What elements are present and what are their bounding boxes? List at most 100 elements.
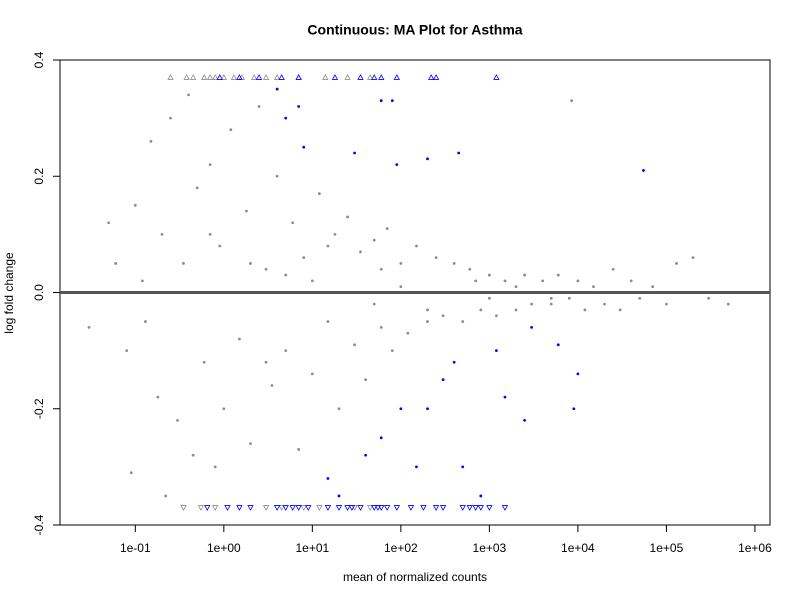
capped-point [427,74,435,80]
point [549,302,553,306]
point [618,308,622,312]
point [379,436,383,440]
capped-point [420,505,427,511]
capped-point [167,74,174,80]
point [494,314,498,318]
x-tick-label: 1e+03 [473,541,507,555]
point [245,209,248,213]
point [556,343,560,347]
point [333,232,337,236]
point [284,273,288,277]
point [514,308,518,312]
point [249,262,252,265]
point [426,157,429,161]
point [452,262,456,265]
capped-point [344,74,351,80]
point [399,285,403,289]
point [592,285,595,289]
x-tick-label: 1e+06 [738,541,772,555]
point [570,99,574,103]
point [359,250,362,254]
point [611,267,615,271]
capped-point [383,505,391,511]
point [326,320,330,323]
y-tick-label: 0.0 [32,284,46,301]
point [390,349,394,353]
capped-point [180,505,187,511]
point [297,105,301,108]
point [133,203,137,207]
point [441,378,445,382]
point [567,296,571,300]
point [222,407,226,411]
capped-point [371,74,378,80]
capped-point [183,74,190,80]
chart-title: Continuous: MA Plot for Asthma [307,22,522,38]
point [129,471,133,475]
point [503,279,507,283]
capped-point [366,74,374,80]
point [434,256,438,260]
point [229,128,233,132]
point [665,302,668,306]
capped-point [393,505,400,511]
point [576,279,580,283]
point [399,407,403,411]
point [337,407,341,411]
point [302,256,306,260]
capped-point [289,505,296,511]
point [556,273,560,277]
point [457,151,461,155]
point [353,151,356,155]
point [364,453,368,457]
point [317,192,321,196]
point [213,465,217,469]
capped-point [344,505,351,511]
capped-point [439,505,447,511]
capped-point [212,74,219,80]
point [726,302,730,306]
capped-point [204,505,211,511]
capped-point [357,505,364,511]
capped-point [224,505,231,511]
point [107,221,111,225]
point [390,99,394,103]
capped-point [295,74,302,80]
point [523,418,527,422]
point [326,244,330,248]
capped-point [212,505,219,511]
point [326,477,330,480]
capped-point [407,505,415,511]
capped-point [432,505,440,511]
point [310,372,314,376]
point [379,267,383,271]
point [642,169,645,172]
capped-point [378,74,385,80]
point [441,314,445,318]
capped-point [206,74,214,80]
point [176,418,179,422]
point [426,308,429,312]
point [452,360,456,364]
point [629,279,633,283]
point [149,139,153,143]
point [270,384,274,387]
point [530,302,534,306]
point [182,262,185,265]
point [187,93,191,97]
capped-point [236,505,243,511]
point [399,262,403,265]
y-tick-label: 0.4 [32,51,46,68]
point [583,308,587,312]
capped-point [189,74,197,80]
point [284,349,288,353]
point [372,302,376,306]
point [474,279,478,283]
x-tick-label: 1e+01 [295,541,329,555]
capped-point [432,74,440,80]
point [208,163,212,167]
point [169,116,172,120]
point [426,407,429,411]
